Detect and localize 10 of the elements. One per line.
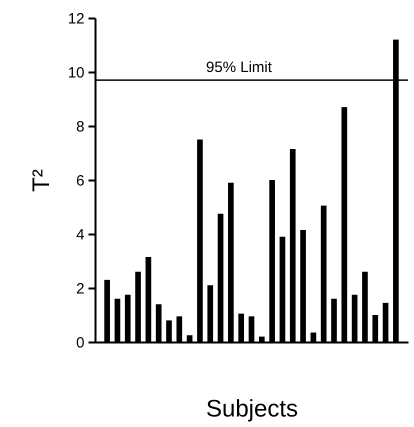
y-tick-label: 10	[68, 64, 84, 82]
ref-line-label: 95% Limit	[206, 59, 273, 76]
y-tick-label: 12	[68, 10, 84, 28]
y-tick-label: 0	[76, 334, 84, 352]
y-tick-label: 4	[76, 226, 84, 244]
x-axis-title: Subjects	[206, 396, 298, 422]
y-tick-label: 2	[76, 280, 84, 298]
y-tick-label: 8	[76, 118, 84, 136]
y-axis-title: T²	[28, 169, 55, 192]
y-tick-label: 6	[76, 172, 84, 190]
